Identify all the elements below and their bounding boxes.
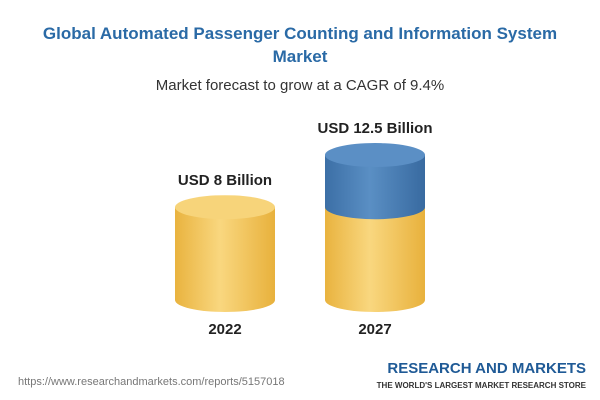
cylinder-body — [325, 155, 425, 220]
bar — [325, 143, 425, 312]
x-tick-label: 2027 — [358, 321, 391, 338]
brand: RESEARCH AND MARKETS — [387, 360, 586, 377]
tagline: THE WORLD'S LARGEST MARKET RESEARCH STOR… — [377, 381, 587, 390]
cylinder-body — [175, 207, 275, 312]
cylinder-top — [325, 143, 425, 167]
value-label: USD 8 Billion — [178, 172, 272, 189]
chart-title: Global Automated Passenger Counting and … — [42, 24, 558, 66]
chart-subtitle: Market forecast to grow at a CAGR of 9.4… — [155, 77, 445, 94]
value-label: USD 12.5 Billion — [317, 120, 432, 137]
bar — [175, 195, 275, 312]
x-tick-label: 2022 — [208, 321, 241, 338]
cylinder-body — [325, 207, 425, 312]
source-url: https://www.researchandmarkets.com/repor… — [18, 376, 285, 388]
cylinder-top — [175, 195, 275, 220]
